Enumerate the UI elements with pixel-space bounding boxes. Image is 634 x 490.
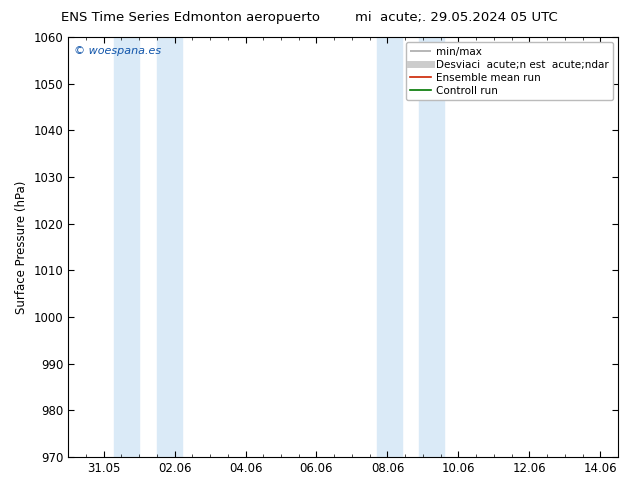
Text: ENS Time Series Edmonton aeropuerto: ENS Time Series Edmonton aeropuerto [61,11,320,24]
Bar [377,37,401,457]
Text: © woespana.es: © woespana.es [74,46,161,55]
Y-axis label: Surface Pressure (hPa): Surface Pressure (hPa) [15,180,28,314]
Text: mi  acute;. 29.05.2024 05 UTC: mi acute;. 29.05.2024 05 UTC [355,11,558,24]
Bar [419,37,444,457]
Legend: min/max, Desviaci  acute;n est  acute;ndar, Ensemble mean run, Controll run: min/max, Desviaci acute;n est acute;ndar… [406,42,613,100]
Bar [114,37,139,457]
Bar [157,37,182,457]
